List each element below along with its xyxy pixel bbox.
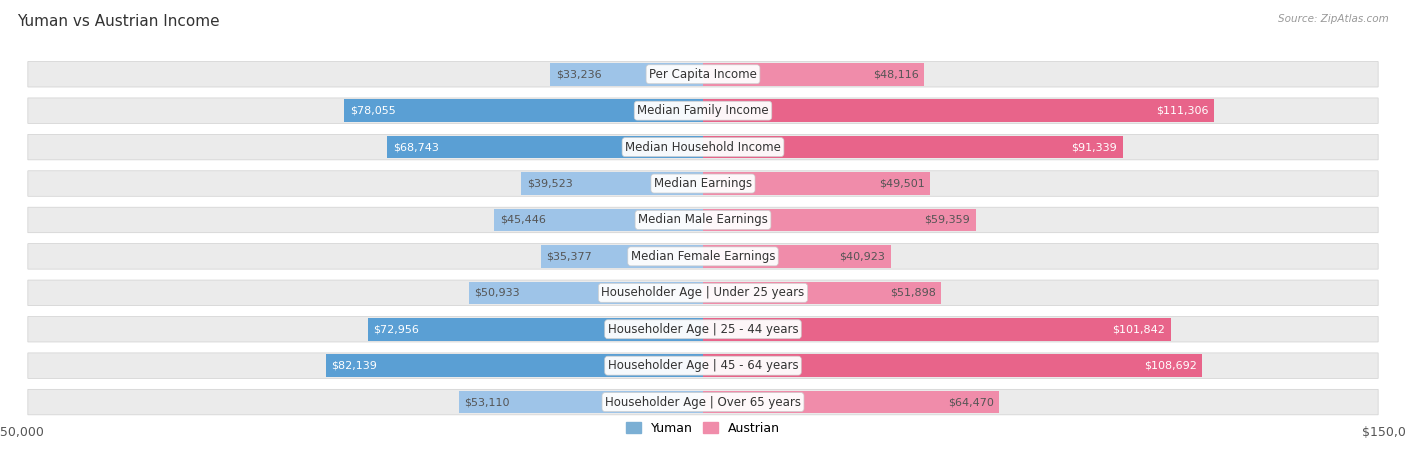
Text: $78,055: $78,055 xyxy=(350,106,395,116)
FancyBboxPatch shape xyxy=(28,98,1378,123)
Text: $82,139: $82,139 xyxy=(332,361,377,371)
FancyBboxPatch shape xyxy=(28,171,1378,196)
FancyBboxPatch shape xyxy=(28,353,1378,378)
FancyBboxPatch shape xyxy=(28,317,1378,342)
FancyBboxPatch shape xyxy=(28,244,1378,269)
Text: $39,523: $39,523 xyxy=(527,178,572,189)
Bar xyxy=(703,209,976,231)
Text: $91,339: $91,339 xyxy=(1071,142,1116,152)
Bar xyxy=(703,318,1171,340)
Text: $59,359: $59,359 xyxy=(924,215,970,225)
Text: Median Household Income: Median Household Income xyxy=(626,141,780,154)
Text: $64,470: $64,470 xyxy=(948,397,994,407)
Text: Median Earnings: Median Earnings xyxy=(654,177,752,190)
Text: $68,743: $68,743 xyxy=(392,142,439,152)
Text: Median Female Earnings: Median Female Earnings xyxy=(631,250,775,263)
Text: $35,377: $35,377 xyxy=(546,251,592,262)
Text: $45,446: $45,446 xyxy=(499,215,546,225)
Bar xyxy=(368,318,703,340)
Text: $49,501: $49,501 xyxy=(879,178,925,189)
Text: Householder Age | Over 65 years: Householder Age | Over 65 years xyxy=(605,396,801,409)
Bar xyxy=(703,63,924,85)
Text: $111,306: $111,306 xyxy=(1156,106,1209,116)
Bar xyxy=(703,136,1122,158)
Text: $72,956: $72,956 xyxy=(374,324,419,334)
FancyBboxPatch shape xyxy=(28,134,1378,160)
FancyBboxPatch shape xyxy=(28,389,1378,415)
Bar xyxy=(540,245,703,268)
Text: $40,923: $40,923 xyxy=(839,251,886,262)
Bar xyxy=(703,245,891,268)
Bar xyxy=(387,136,703,158)
Text: $108,692: $108,692 xyxy=(1144,361,1197,371)
Text: Householder Age | 45 - 64 years: Householder Age | 45 - 64 years xyxy=(607,359,799,372)
Legend: Yuman, Austrian: Yuman, Austrian xyxy=(621,417,785,439)
Text: Median Family Income: Median Family Income xyxy=(637,104,769,117)
Text: Median Male Earnings: Median Male Earnings xyxy=(638,213,768,226)
Bar xyxy=(326,354,703,377)
Bar xyxy=(495,209,703,231)
Text: $50,933: $50,933 xyxy=(475,288,520,298)
Bar xyxy=(703,99,1215,122)
Bar xyxy=(344,99,703,122)
Bar xyxy=(522,172,703,195)
Text: $33,236: $33,236 xyxy=(555,69,602,79)
Bar xyxy=(550,63,703,85)
Bar xyxy=(470,282,703,304)
Bar xyxy=(460,391,703,413)
Text: $51,898: $51,898 xyxy=(890,288,936,298)
Bar xyxy=(703,391,1000,413)
FancyBboxPatch shape xyxy=(28,280,1378,305)
FancyBboxPatch shape xyxy=(28,207,1378,233)
Text: $101,842: $101,842 xyxy=(1112,324,1166,334)
Bar xyxy=(703,282,942,304)
Bar xyxy=(703,354,1202,377)
Text: Per Capita Income: Per Capita Income xyxy=(650,68,756,81)
Text: Householder Age | 25 - 44 years: Householder Age | 25 - 44 years xyxy=(607,323,799,336)
Text: Householder Age | Under 25 years: Householder Age | Under 25 years xyxy=(602,286,804,299)
Text: $53,110: $53,110 xyxy=(464,397,510,407)
Bar xyxy=(703,172,931,195)
FancyBboxPatch shape xyxy=(28,62,1378,87)
Text: Yuman vs Austrian Income: Yuman vs Austrian Income xyxy=(17,14,219,29)
Text: $48,116: $48,116 xyxy=(873,69,918,79)
Text: Source: ZipAtlas.com: Source: ZipAtlas.com xyxy=(1278,14,1389,24)
